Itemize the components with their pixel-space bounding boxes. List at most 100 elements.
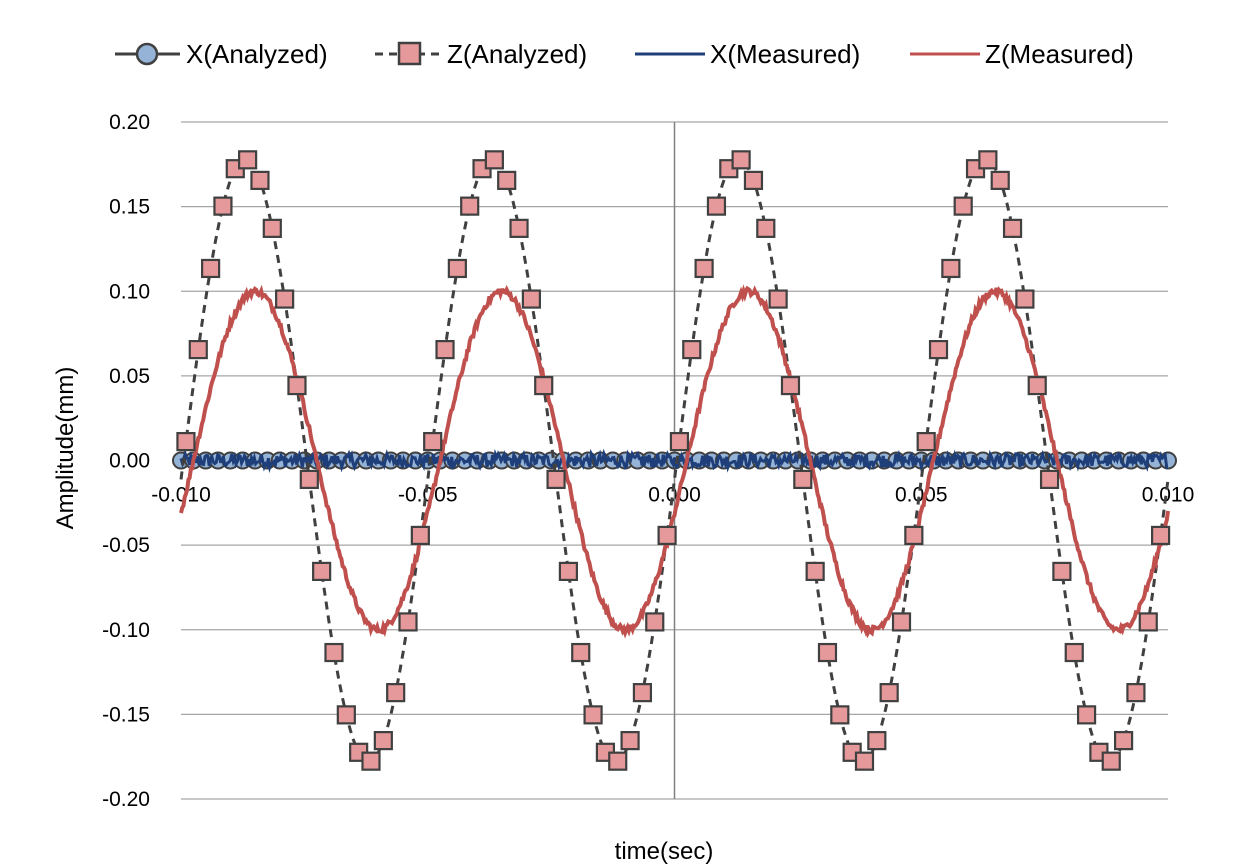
legend-label-x-analyzed: X(Analyzed) xyxy=(186,39,328,69)
point-z-analyzed xyxy=(238,150,258,170)
y-tick-label: -0.20 xyxy=(102,788,150,811)
point-z-analyzed xyxy=(941,258,961,279)
point-z-analyzed xyxy=(756,218,776,238)
y-tick-label: 0.10 xyxy=(109,280,150,303)
legend-label-x-measured: X(Measured) xyxy=(710,39,860,69)
legend-marker-x-analyzed xyxy=(135,42,159,66)
y-axis-title: Amplitude(mm) xyxy=(52,367,79,530)
point-z-analyzed xyxy=(805,561,825,582)
point-z-analyzed xyxy=(830,705,850,725)
point-z-analyzed xyxy=(879,683,899,703)
point-z-analyzed xyxy=(287,375,307,396)
point-z-analyzed xyxy=(669,431,690,452)
y-tick-label: -0.05 xyxy=(102,534,150,557)
point-z-analyzed xyxy=(447,258,467,279)
plot-area xyxy=(172,150,1177,771)
point-z-analyzed xyxy=(275,289,295,309)
point-z-analyzed xyxy=(620,731,640,751)
legend-item-z-measured: Z(Measured) xyxy=(910,39,1134,69)
legend-label-z-measured: Z(Measured) xyxy=(985,39,1134,69)
point-z-analyzed xyxy=(743,170,764,190)
point-z-analyzed xyxy=(682,339,702,360)
point-z-analyzed xyxy=(361,751,381,771)
point-z-analyzed xyxy=(497,170,517,190)
series-line-z-analyzed xyxy=(179,157,1170,764)
point-z-analyzed xyxy=(1015,289,1035,309)
point-z-analyzed xyxy=(312,561,332,582)
y-tick-labels: 0.20 0.15 0.10 0.05 0.00 -0.05 -0.10 -0.15 -0.20 xyxy=(102,111,150,811)
y-tick-label: 0.15 xyxy=(109,196,150,219)
point-z-analyzed xyxy=(1150,525,1171,546)
point-z-analyzed xyxy=(176,431,196,452)
point-z-analyzed xyxy=(657,525,677,546)
point-z-analyzed xyxy=(484,150,504,170)
x-tick-label: 0.010 xyxy=(1142,484,1195,507)
point-z-analyzed xyxy=(423,431,443,452)
point-z-analyzed xyxy=(373,731,393,751)
point-z-analyzed xyxy=(904,525,924,546)
point-z-analyzed xyxy=(706,196,727,216)
point-z-analyzed xyxy=(978,150,998,170)
point-z-analyzed xyxy=(990,170,1010,190)
point-z-analyzed xyxy=(558,561,578,582)
legend-marker-z-analyzed xyxy=(397,41,422,66)
point-z-analyzed xyxy=(201,258,221,279)
x-axis-title: time(sec) xyxy=(615,838,714,864)
point-z-analyzed xyxy=(521,289,541,309)
point-z-analyzed xyxy=(1039,469,1060,490)
point-z-analyzed xyxy=(435,339,455,360)
point-z-analyzed xyxy=(953,196,973,216)
legend-label-z-analyzed: Z(Analyzed) xyxy=(447,39,587,69)
y-tick-label: -0.15 xyxy=(102,703,150,726)
point-z-analyzed xyxy=(1002,218,1023,238)
point-z-analyzed xyxy=(299,469,319,490)
x-tick-labels: -0.010 -0.005 0.000 0.005 0.010 xyxy=(151,484,1194,507)
point-z-analyzed xyxy=(250,170,270,190)
point-z-analyzed xyxy=(336,705,356,725)
point-z-analyzed xyxy=(324,642,344,663)
y-tick-label: -0.10 xyxy=(102,619,150,642)
point-z-analyzed xyxy=(386,683,406,703)
point-z-analyzed xyxy=(1113,731,1134,751)
y-tick-label: 0.00 xyxy=(109,450,150,473)
point-z-analyzed xyxy=(583,705,603,725)
legend-item-x-measured: X(Measured) xyxy=(635,39,860,69)
point-z-analyzed xyxy=(891,612,912,632)
x-tick-label: -0.005 xyxy=(398,484,458,507)
x-tick-label: -0.010 xyxy=(151,484,211,507)
point-z-analyzed xyxy=(928,339,949,360)
y-tick-label: 0.20 xyxy=(109,111,150,134)
point-z-analyzed xyxy=(1027,375,1047,396)
point-z-analyzed xyxy=(608,751,628,771)
series-line-x-measured xyxy=(179,448,1169,474)
point-z-analyzed xyxy=(188,339,208,360)
legend-item-z-analyzed: Z(Analyzed) xyxy=(375,39,587,69)
y-tick-label: 0.05 xyxy=(109,365,150,388)
point-z-analyzed xyxy=(410,525,430,546)
point-z-analyzed xyxy=(1064,642,1084,663)
point-z-analyzed xyxy=(867,731,887,751)
point-z-analyzed xyxy=(1076,705,1097,725)
point-z-analyzed xyxy=(460,196,480,216)
point-z-analyzed xyxy=(1126,683,1146,703)
legend: X(Analyzed) Z(Analyzed) X(Measured) Z(Me… xyxy=(115,39,1134,69)
point-z-analyzed xyxy=(694,258,714,279)
point-z-analyzed xyxy=(854,751,875,771)
point-z-analyzed xyxy=(1138,612,1158,632)
point-z-analyzed xyxy=(262,218,282,238)
point-z-analyzed xyxy=(916,431,936,452)
legend-item-x-analyzed: X(Analyzed) xyxy=(115,39,328,69)
point-z-analyzed xyxy=(793,469,813,490)
series-line-z-measured xyxy=(179,284,1170,639)
point-z-analyzed xyxy=(546,469,566,490)
point-z-analyzed xyxy=(1101,751,1121,771)
point-z-analyzed xyxy=(213,196,233,216)
x-tick-label: 0.005 xyxy=(895,484,948,507)
point-z-analyzed xyxy=(731,150,751,170)
point-z-analyzed xyxy=(398,612,418,632)
point-z-analyzed xyxy=(1052,561,1072,582)
point-z-analyzed xyxy=(780,375,801,396)
point-z-analyzed xyxy=(645,612,665,632)
point-z-analyzed xyxy=(817,642,838,663)
